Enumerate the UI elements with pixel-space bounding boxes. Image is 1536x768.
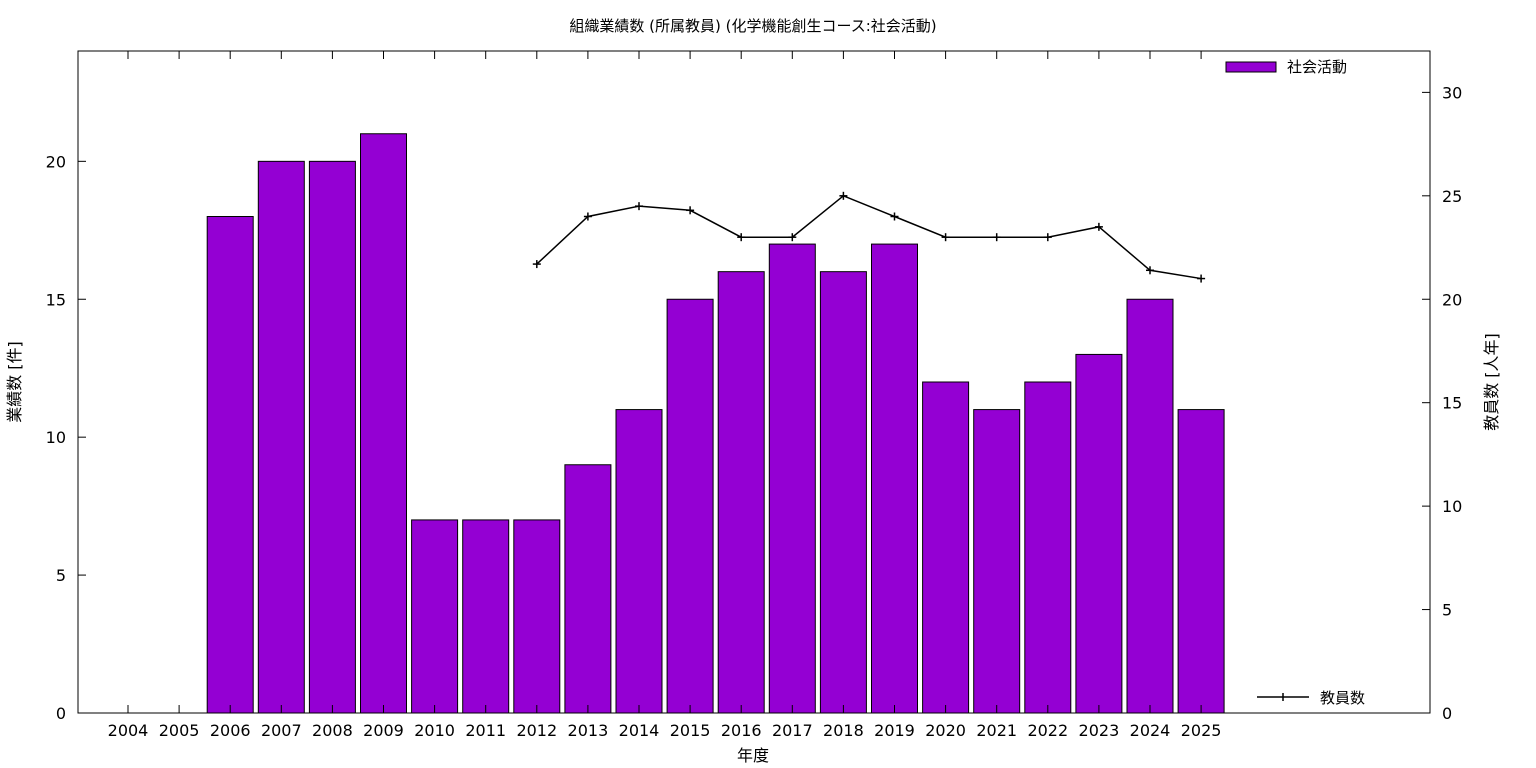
x-tick-label-2016: 2016	[721, 721, 762, 740]
bar-2017	[768, 243, 816, 714]
bar-2025	[1177, 409, 1225, 714]
x-tick-label-2017: 2017	[772, 721, 813, 740]
x-tick-label-2015: 2015	[670, 721, 711, 740]
x-tick-label-2021: 2021	[976, 721, 1017, 740]
chart-title: 組織業績数 (所属教員) (化学機能創生コース:社会活動)	[569, 17, 936, 35]
bar-2020	[922, 381, 970, 714]
line-point-2014	[635, 202, 643, 211]
bar-2016	[717, 271, 765, 714]
line-point-2018	[839, 191, 848, 200]
y-tick-label-5: 5	[56, 566, 66, 585]
bar-2019	[871, 243, 918, 714]
line-point-2012	[532, 260, 541, 269]
bar-2018	[819, 271, 867, 714]
legend-label-bar: 社会活動	[1287, 58, 1347, 76]
line-path	[536, 194, 1202, 280]
line-point-2022	[1043, 233, 1052, 242]
x-tick-label-2004: 2004	[108, 721, 149, 740]
line-point-2019	[890, 212, 899, 221]
legend-label-line: 教員数	[1320, 689, 1365, 707]
legend-item-bar: 社会活動	[1225, 58, 1347, 76]
bar-2008	[308, 160, 356, 714]
x-axis-label: 年度	[737, 746, 769, 765]
y2-axis-label: 教員数 [人年]	[1482, 333, 1501, 431]
x-tick-label-2007: 2007	[261, 721, 302, 740]
bar-2010	[411, 519, 459, 714]
bar-2023	[1075, 353, 1123, 714]
x-tick-label-2024: 2024	[1130, 721, 1171, 740]
bar-2007	[257, 160, 305, 714]
x-tick-label-2020: 2020	[925, 721, 966, 740]
bar-2011	[462, 519, 510, 714]
x-tick-label-2005: 2005	[159, 721, 200, 740]
y2-tick-label-20: 20	[1442, 290, 1462, 309]
line-point-2015	[686, 206, 695, 215]
x-tick-label-2019: 2019	[874, 721, 915, 740]
line-point-2020	[941, 233, 950, 242]
bar-2013	[564, 464, 612, 714]
legend-swatch-bar	[1225, 61, 1277, 73]
bar-2022	[1024, 381, 1072, 714]
line-point-2024	[1146, 266, 1154, 275]
x-tick-label-2012: 2012	[516, 721, 557, 740]
line-point-2021	[992, 233, 1001, 242]
plot-frame	[77, 50, 1431, 714]
x-tick-label-2013: 2013	[568, 721, 609, 740]
x-tick-label-2008: 2008	[312, 721, 353, 740]
y2-tick-label-10: 10	[1442, 497, 1462, 516]
x-tick-label-2009: 2009	[363, 721, 404, 740]
bar-2006	[206, 216, 254, 714]
x-tick-label-2006: 2006	[210, 721, 251, 740]
x-tick-label-2025: 2025	[1181, 721, 1222, 740]
x-tick-label-2018: 2018	[823, 721, 864, 740]
bar-2015	[666, 298, 714, 714]
y2-tick-label-15: 15	[1442, 394, 1462, 413]
bar-2024	[1126, 298, 1174, 714]
y-axis-label: 業績数 [件]	[5, 341, 24, 423]
line-point-2023	[1094, 222, 1103, 231]
bar-series	[206, 133, 1225, 714]
y-tick-label-0: 0	[56, 704, 66, 723]
line-point-2013	[583, 212, 592, 221]
bar-2009	[360, 133, 407, 714]
y2-tick-label-30: 30	[1442, 83, 1462, 102]
legend-item-line: 教員数	[1257, 689, 1365, 707]
x-tick-label-2014: 2014	[619, 721, 660, 740]
line-point-2025	[1197, 274, 1206, 283]
y2-tick-label-0: 0	[1442, 704, 1452, 723]
line-series	[532, 191, 1206, 283]
y-tick-label-10: 10	[46, 428, 66, 447]
line-point-2016	[737, 233, 746, 242]
bar-2021	[973, 409, 1021, 714]
x-tick-label-2022: 2022	[1027, 721, 1068, 740]
x-tick-label-2010: 2010	[414, 721, 455, 740]
x-tick-label-2011: 2011	[465, 721, 506, 740]
y-tick-label-15: 15	[46, 290, 66, 309]
y-tick-label-20: 20	[46, 152, 66, 171]
y2-tick-label-25: 25	[1442, 187, 1462, 206]
bar-2012	[513, 519, 561, 714]
line-point-2017	[788, 233, 797, 242]
x-tick-label-2023: 2023	[1079, 721, 1120, 740]
y2-tick-label-5: 5	[1442, 601, 1452, 620]
bar-2014	[615, 409, 663, 714]
